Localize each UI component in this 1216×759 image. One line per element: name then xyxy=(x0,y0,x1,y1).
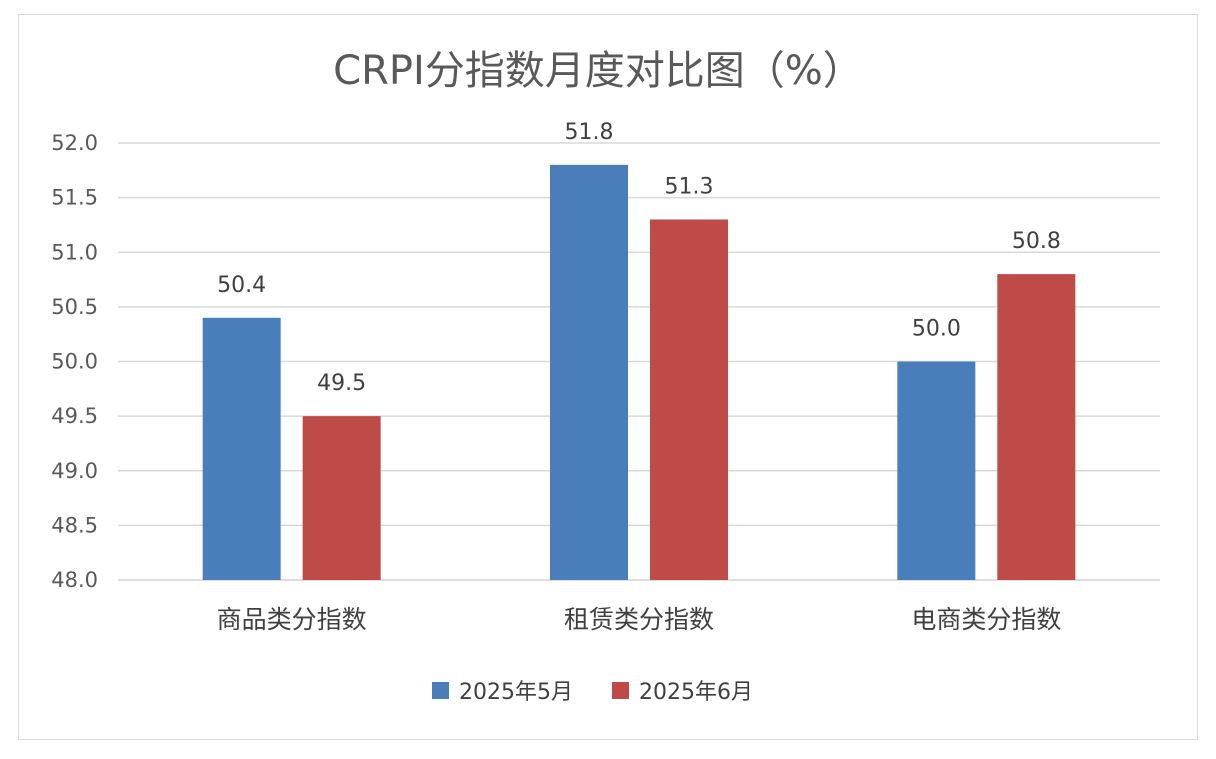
x-axis-categories: 商品类分指数 租赁类分指数 电商类分指数 xyxy=(217,605,1062,634)
legend-label: 2025年5月 xyxy=(459,680,573,705)
data-label: 51.3 xyxy=(665,174,714,199)
bar xyxy=(650,219,728,580)
y-axis-ticks: 48.0 48.5 49.0 49.5 50.0 50.5 51.0 51.5 52.0 xyxy=(51,131,98,592)
y-tick-label: 51.0 xyxy=(51,240,98,264)
gridlines xyxy=(118,142,1160,581)
bar xyxy=(997,274,1076,580)
bar xyxy=(302,416,381,580)
data-label: 51.8 xyxy=(565,120,614,145)
legend-swatch xyxy=(432,682,449,699)
data-label: 50.0 xyxy=(912,317,961,342)
y-tick-label: 48.5 xyxy=(51,513,98,537)
legend-swatch xyxy=(612,682,629,699)
y-tick-label: 48.0 xyxy=(51,568,98,592)
data-label: 50.4 xyxy=(217,273,266,298)
legend: 2025年5月 2025年6月 xyxy=(432,680,753,705)
y-tick-label: 52.0 xyxy=(51,131,98,155)
data-label: 49.5 xyxy=(317,371,366,396)
x-category-label: 租赁类分指数 xyxy=(564,605,714,634)
y-tick-label: 50.0 xyxy=(51,350,98,374)
bar xyxy=(550,164,628,580)
y-tick-label: 50.5 xyxy=(51,295,98,319)
data-label: 50.8 xyxy=(1012,229,1061,254)
bar xyxy=(897,361,976,580)
y-tick-label: 51.5 xyxy=(51,186,98,210)
y-tick-label: 49.0 xyxy=(51,459,98,483)
legend-label: 2025年6月 xyxy=(639,680,753,705)
x-category-label: 电商类分指数 xyxy=(911,605,1061,634)
bars xyxy=(202,164,1076,580)
chart-title: CRPI分指数月度对比图（%） xyxy=(333,48,863,94)
x-category-label: 商品类分指数 xyxy=(217,605,367,634)
y-tick-label: 49.5 xyxy=(51,404,98,428)
data-labels: 50.4 49.5 51.8 51.3 50.0 50.8 xyxy=(217,120,1061,396)
bar xyxy=(202,317,281,580)
